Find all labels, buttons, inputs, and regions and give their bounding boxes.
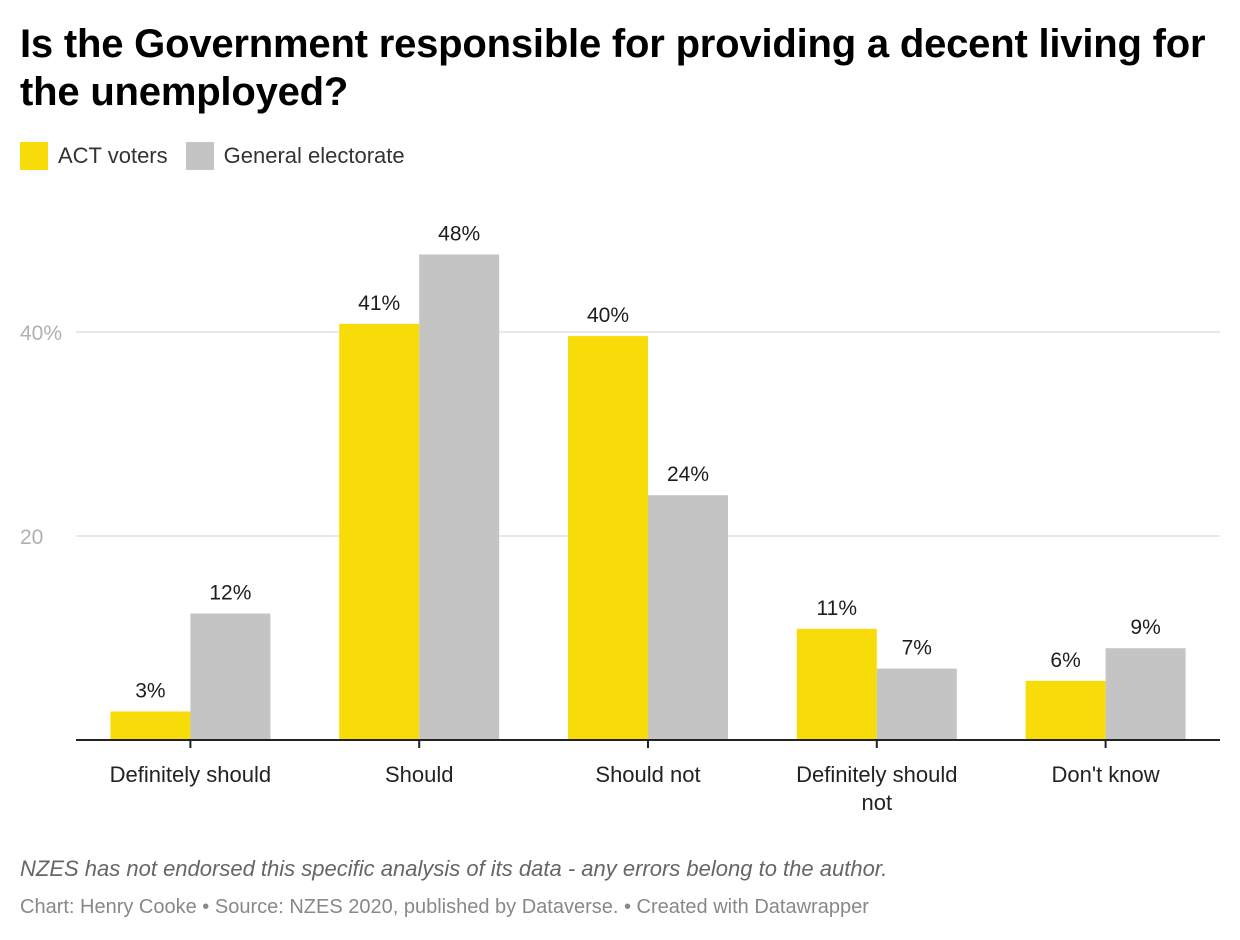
credits: Chart: Henry Cooke • Source: NZES 2020, … — [20, 896, 869, 918]
bar-act-voters-should-not — [568, 336, 648, 740]
x-tick-label-don-t-know: Don't know — [1052, 762, 1160, 787]
bar-general-electorate-should-not — [648, 495, 728, 740]
x-tick-label-definitely-should: Definitely should — [110, 762, 271, 787]
data-label-general-electorate-should-not: 24% — [667, 463, 709, 486]
chart-title: Is the Government responsible for provid… — [20, 22, 1206, 114]
y-tick-label-20: 20 — [20, 526, 43, 549]
bar-general-electorate-should — [419, 254, 500, 741]
legend-item-act-voters: ACT voters — [20, 142, 168, 170]
data-label-general-electorate-don-t-know: 9% — [1130, 616, 1160, 639]
x-tick-label-definitely-should-not: Definitely should not — [796, 762, 957, 815]
footnote: NZES has not endorsed this specific anal… — [20, 856, 888, 881]
bar-act-voters-definitely-should-not — [796, 628, 877, 740]
bar-general-electorate-definitely-should — [190, 613, 271, 740]
y-tick-label-40: 40% — [20, 322, 62, 345]
data-label-general-electorate-should: 48% — [438, 222, 480, 245]
data-label-general-electorate-definitely-should-not: 7% — [902, 637, 932, 660]
data-label-act-voters-should: 41% — [358, 292, 400, 315]
x-tick-label-should-not: Should not — [595, 762, 700, 787]
legend-item-general-electorate: General electorate — [185, 142, 405, 170]
data-label-act-voters-should-not: 40% — [587, 304, 629, 327]
bar-act-voters-definitely-should — [110, 711, 191, 740]
x-tick-label-should: Should — [385, 762, 454, 787]
bar-general-electorate-definitely-should-not — [876, 668, 957, 740]
data-label-act-voters-definitely-should-not: 11% — [817, 597, 857, 620]
bar-act-voters-don-t-know — [1025, 680, 1106, 740]
legend-label-act-voters: ACT voters — [58, 143, 168, 168]
legend-swatch-general-electorate — [185, 142, 214, 170]
bar-general-electorate-don-t-know — [1105, 648, 1186, 740]
legend-swatch-act-voters — [20, 142, 48, 170]
data-label-act-voters-definitely-should: 3% — [135, 679, 165, 702]
data-label-act-voters-don-t-know: 6% — [1050, 649, 1080, 672]
data-label-general-electorate-definitely-should: 12% — [209, 582, 251, 605]
bar-act-voters-should — [339, 323, 420, 740]
legend: ACT voters General electorate — [20, 142, 423, 170]
legend-label-general-electorate: General electorate — [223, 143, 405, 168]
